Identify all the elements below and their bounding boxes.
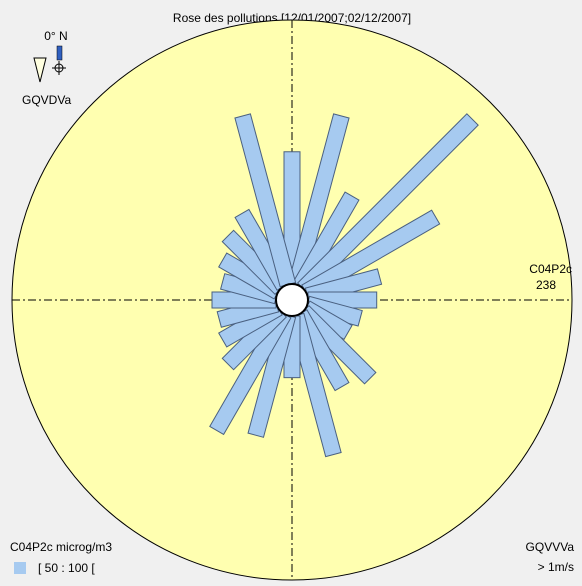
legend-label: [ 50 : 100 [: [38, 561, 95, 575]
radial-max-label: 238: [536, 278, 556, 292]
north-label: 0° N: [44, 29, 67, 43]
legend-swatch: [14, 562, 26, 574]
chart-title: Rose des pollutions [12/01/2007;02/12/20…: [173, 11, 411, 25]
unit-label: C04P2c microg/m3: [10, 540, 112, 554]
wind-station-label: GQVVVa: [526, 540, 575, 554]
value-axis-label: C04P2c: [529, 262, 572, 276]
wind-filter-label: > 1m/s: [538, 560, 574, 574]
center-hole: [275, 283, 309, 317]
compass-icon: [33, 45, 66, 83]
station-label: GQVDVa: [22, 93, 71, 107]
